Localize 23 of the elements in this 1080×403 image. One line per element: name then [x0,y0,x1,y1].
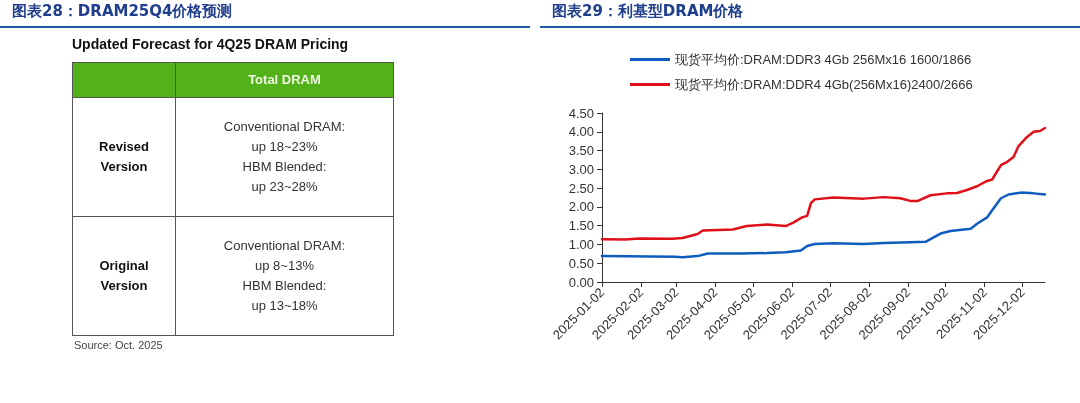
y-tick-label: 3.00 [568,161,594,177]
legend-label: 现货平均价:DRAM:DDR3 4Gb 256Mx16 1600/1866 [675,52,972,67]
line-series [600,126,1047,241]
line-series [600,191,1047,259]
text: Updated Forecast for 4Q25 DRAM Pricing [72,36,350,52]
y-tick-label: 4.50 [568,105,594,121]
text: Total DRAM [175,62,394,98]
chart-title: 图表29：利基型DRAM价格 [552,2,744,21]
y-tick-label: 4.00 [568,124,594,140]
y-tick-label: 0.50 [568,255,594,271]
y-tick-label: 1.00 [568,236,594,252]
text: Original Version [72,216,176,336]
source-note: Source: Oct. 2025 [74,339,163,351]
legend-label: 现货平均价:DRAM:DDR4 4Gb(256Mx16)2400/2666 [675,77,973,92]
y-tick-label: 2.00 [568,199,594,215]
text: Conventional DRAM: up 8~13% HBM Blended: up 13~18% [175,216,394,336]
text: Revised Version [72,97,176,217]
y-tick-label: 1.50 [568,218,594,234]
y-tick-label: 3.50 [568,143,594,159]
text: Conventional DRAM: up 18~23% HBM Blended: up 23~28% [175,97,394,217]
y-tick-label: 0.00 [568,274,594,290]
y-tick-label: 2.50 [568,180,594,196]
text: 图表28：DRAM25Q4价格预测 [12,2,233,21]
